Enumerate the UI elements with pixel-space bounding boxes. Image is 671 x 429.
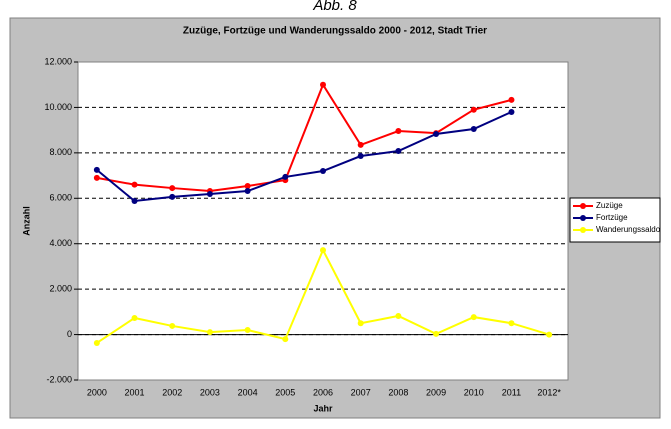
x-tick-label: 2009 — [426, 387, 446, 397]
data-point — [508, 108, 515, 115]
data-point — [395, 128, 402, 135]
data-point — [357, 141, 364, 148]
data-point — [131, 181, 138, 188]
data-point — [470, 106, 477, 113]
x-tick-label: 2005 — [275, 387, 295, 397]
x-tick-label: 2004 — [238, 387, 258, 397]
x-tick-label: 2000 — [87, 387, 107, 397]
data-point — [169, 322, 176, 329]
data-point — [169, 193, 176, 200]
y-tick-label: 2.000 — [49, 284, 72, 294]
data-point — [395, 148, 402, 155]
data-point — [244, 188, 251, 195]
data-point — [282, 336, 289, 343]
x-tick-label: 2007 — [351, 387, 371, 397]
x-tick-label: 2002 — [162, 387, 182, 397]
y-axis-label: Anzahl — [21, 206, 31, 236]
x-tick-label: 2001 — [125, 387, 145, 397]
data-point — [546, 331, 553, 338]
data-point — [93, 166, 100, 173]
data-point — [470, 126, 477, 133]
figure-label: Abb. 8 — [312, 0, 357, 14]
data-point — [508, 320, 515, 327]
y-tick-label: 4.000 — [49, 238, 72, 248]
data-point — [320, 81, 326, 88]
x-tick-label: 2008 — [388, 387, 408, 397]
data-point — [395, 312, 402, 319]
data-point — [244, 327, 251, 334]
data-point — [169, 185, 176, 192]
data-point — [320, 168, 326, 175]
data-point — [357, 320, 364, 327]
data-point — [282, 173, 289, 180]
x-tick-label: 2011 — [502, 387, 521, 397]
x-tick-label: 2006 — [313, 387, 333, 397]
legend-marker — [580, 227, 586, 233]
legend-label: Wanderungssaldo — [596, 225, 661, 234]
chart-title: Zuzüge, Fortzüge und Wanderungssaldo 200… — [183, 26, 487, 37]
data-point — [131, 314, 138, 321]
legend-label: Zuzüge — [596, 201, 623, 210]
data-point — [244, 183, 251, 190]
plot-area — [77, 61, 569, 381]
data-point — [206, 190, 213, 197]
y-tick-label: 6.000 — [49, 193, 72, 203]
x-tick-label: 2003 — [200, 387, 220, 397]
data-point — [93, 339, 100, 346]
legend-marker — [580, 215, 586, 221]
data-point — [93, 174, 100, 181]
x-tick-label: 2012* — [537, 387, 561, 397]
data-point — [131, 198, 138, 205]
data-point — [470, 314, 477, 321]
y-tick-label: -2.000 — [46, 374, 72, 384]
series-line — [96, 82, 512, 193]
y-tick-label: 8.000 — [49, 147, 72, 157]
series-line — [96, 111, 512, 203]
x-tick-label: 2010 — [464, 387, 484, 397]
legend-marker — [580, 203, 586, 209]
data-point — [320, 247, 326, 254]
data-point — [357, 153, 364, 160]
x-axis-label: Jahr — [313, 403, 333, 413]
legend-label: Fortzüge — [596, 213, 628, 222]
data-point — [433, 131, 440, 138]
y-tick-label: 12.000 — [44, 56, 72, 66]
y-tick-label: 0 — [67, 329, 72, 339]
data-point — [206, 329, 213, 336]
data-point — [433, 330, 440, 337]
data-point — [508, 96, 515, 103]
y-tick-label: 10.000 — [44, 102, 72, 112]
